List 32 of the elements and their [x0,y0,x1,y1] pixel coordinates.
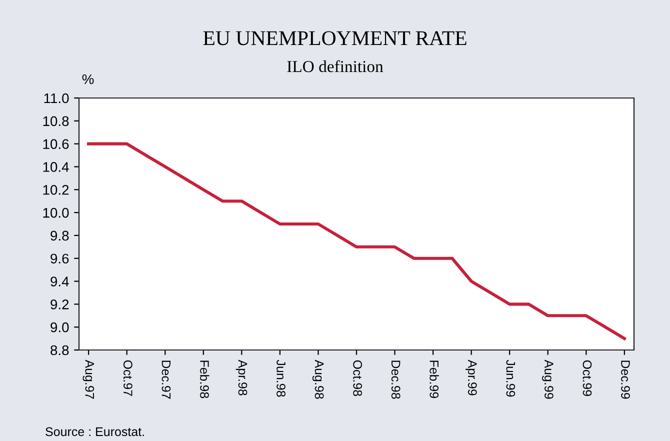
x-tick-label: Aug.97 [82,360,94,399]
source-note: Source : Eurostat. [46,427,144,436]
x-tick-label: Oct.98 [353,360,362,396]
x-tick-label: Aug.98 [312,360,324,399]
x-tick-label: Dec.97 [162,360,171,399]
y-tick-label: 10.4 [43,162,69,172]
chart-title: EU UNEMPLOYMENT RATE [203,31,466,46]
x-tick-label: Oct.99 [582,360,592,396]
line-series [87,142,626,340]
x-tick-label: Dec.99 [621,360,630,399]
x-tick-label: Apr.99 [466,360,477,396]
x-tick-label: Dec.98 [391,360,400,399]
x-tick-label: Oct.97 [123,360,132,396]
y-tick-label: 10.2 [43,184,69,195]
y-axis-title: % [82,74,94,84]
y-tick-label: 9.0 [50,322,69,332]
x-tick-label: Jun.99 [506,360,516,397]
y-tick-label: 10.6 [43,139,69,149]
x-tick-label: Feb.98 [200,360,210,398]
y-tick-label: 9.2 [50,300,69,310]
y-tick-label: 8.8 [50,345,69,356]
y-tick-label: 9.8 [50,230,69,241]
x-tick-label: Aug.99 [542,360,554,399]
x-tick-label: Feb.99 [430,360,439,398]
x-tick-label: Jun.98 [276,360,286,397]
y-tick-label: 9.4 [50,276,69,286]
y-tick-label: 9.6 [50,254,69,264]
x-tick-label: Apr.98 [236,360,248,396]
y-tick-label: 11.0 [44,93,69,104]
y-tick-label: 10.8 [43,116,69,126]
chart-subtitle: ILO definition [287,60,384,72]
y-tick-label: 10.0 [43,208,69,218]
